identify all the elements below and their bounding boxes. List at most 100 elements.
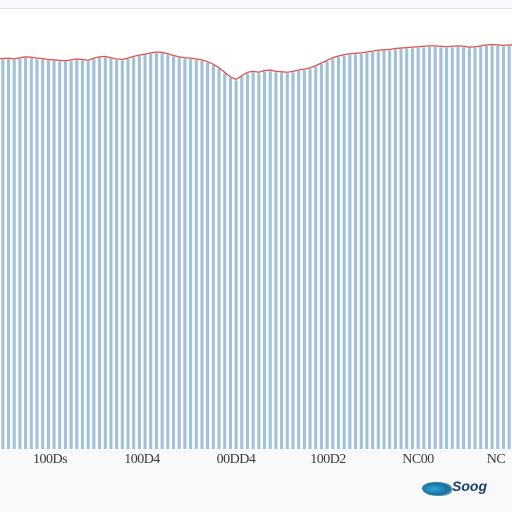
bar	[365, 53, 369, 449]
x-tick-label-3: 00DD4	[216, 452, 256, 467]
bar	[405, 48, 409, 449]
plot-area	[0, 8, 512, 449]
bar	[217, 68, 221, 449]
chart-svg	[0, 43, 512, 449]
bar	[109, 58, 113, 449]
bar	[331, 58, 335, 449]
bar	[382, 50, 386, 449]
bar	[445, 47, 449, 449]
bar	[120, 60, 124, 449]
bar	[171, 56, 176, 449]
bar	[274, 72, 278, 449]
bar	[160, 53, 164, 449]
bar	[166, 54, 170, 449]
bar	[18, 58, 22, 449]
bar	[6, 59, 11, 449]
bar	[63, 61, 67, 449]
bar	[393, 49, 397, 449]
bar	[24, 57, 28, 449]
bar	[302, 70, 306, 449]
bar	[376, 51, 380, 449]
bar	[268, 71, 272, 449]
bar	[422, 47, 426, 449]
bar	[69, 60, 73, 449]
bar	[291, 72, 295, 449]
bar	[507, 45, 511, 449]
watermark-text: Soog	[452, 478, 487, 494]
bar	[501, 46, 506, 449]
bar	[433, 46, 437, 449]
bar	[240, 76, 244, 449]
bar	[297, 71, 301, 449]
bar	[245, 73, 250, 449]
x-tick-label-5: NC00	[402, 452, 434, 467]
bar	[1, 59, 5, 449]
bar	[371, 52, 375, 449]
bar	[262, 71, 267, 449]
bar	[234, 80, 238, 449]
bar	[132, 57, 136, 449]
bar	[484, 45, 488, 449]
bar	[177, 57, 181, 449]
bar	[257, 73, 261, 449]
bar	[46, 60, 50, 449]
bar	[325, 61, 329, 449]
bar	[348, 54, 352, 449]
bar	[336, 56, 341, 449]
bar	[280, 72, 284, 449]
bar	[97, 57, 102, 449]
bar	[80, 60, 85, 449]
outline-series-line	[0, 43, 512, 81]
bar	[308, 68, 312, 449]
bar	[490, 45, 494, 449]
bar	[353, 54, 358, 449]
bar	[189, 59, 193, 449]
bar	[35, 59, 39, 449]
bar	[285, 73, 289, 449]
bar	[143, 55, 147, 449]
bar	[194, 60, 198, 449]
bar	[450, 47, 454, 449]
bar	[479, 46, 483, 449]
x-tick-label-1: 100Ds	[32, 452, 68, 467]
bar	[206, 62, 210, 449]
bar	[103, 57, 107, 449]
bar	[410, 48, 415, 449]
bar	[439, 47, 443, 449]
bar	[473, 47, 477, 449]
bar	[251, 72, 255, 449]
bar	[427, 46, 432, 449]
bar	[319, 64, 323, 449]
x-tick-label-6: NC	[486, 452, 506, 467]
watermark: Soog	[422, 476, 506, 500]
bar	[154, 53, 159, 449]
bar	[211, 65, 215, 449]
bar	[41, 59, 45, 449]
bar	[52, 60, 56, 449]
bar	[149, 53, 153, 449]
bar	[496, 45, 500, 449]
bar	[86, 61, 90, 449]
bar	[359, 53, 363, 449]
x-tick-label-2: 100D4	[124, 452, 160, 467]
bar	[29, 58, 33, 449]
bar	[314, 66, 318, 449]
bar	[75, 60, 79, 449]
bar	[115, 60, 119, 449]
bar	[416, 47, 420, 449]
bar	[388, 50, 392, 449]
bar	[12, 60, 16, 449]
bar	[456, 46, 460, 449]
bar	[137, 56, 141, 449]
bar	[467, 48, 471, 449]
bar	[399, 49, 403, 449]
x-tick-label-4: 100D2	[310, 452, 346, 467]
bar	[126, 59, 130, 449]
bar	[92, 59, 96, 449]
bar	[342, 55, 346, 449]
bar	[462, 47, 466, 449]
bar	[200, 60, 204, 449]
bar	[58, 61, 62, 449]
bar	[183, 58, 187, 449]
